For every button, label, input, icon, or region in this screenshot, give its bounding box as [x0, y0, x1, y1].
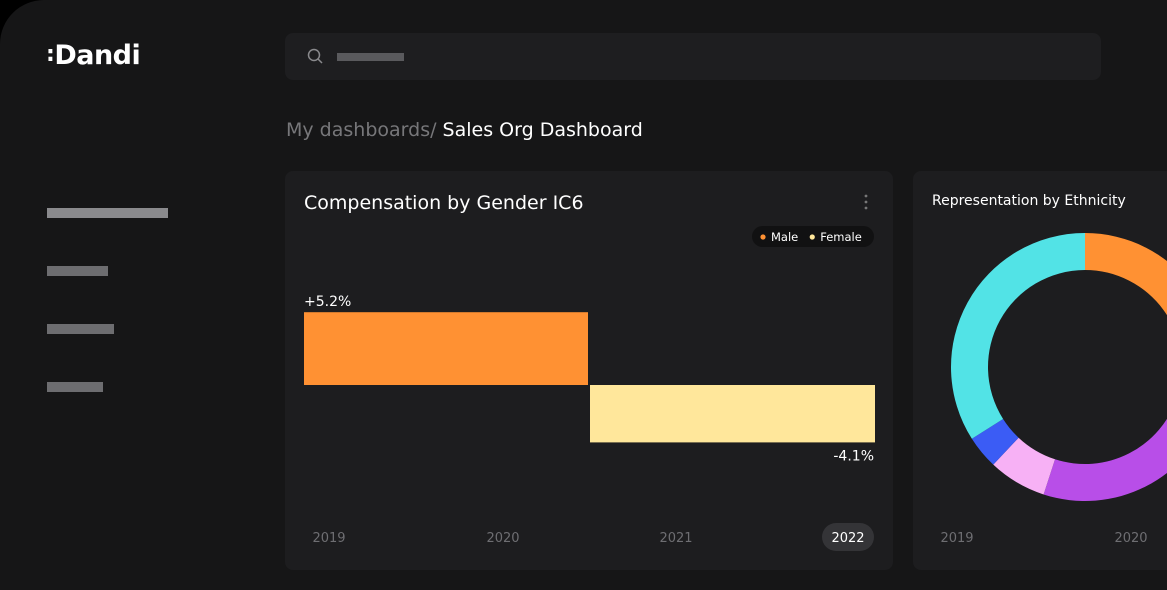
- card: Representation by Ethnicity 2019 2020: [913, 171, 1167, 570]
- nav-item[interactable]: [47, 208, 168, 218]
- donut-chart: 2019 2020: [940, 233, 1167, 546]
- bar: [304, 312, 588, 385]
- year-label[interactable]: 2019: [940, 531, 973, 546]
- legend-dot: [809, 234, 815, 240]
- nav-item[interactable]: [47, 324, 114, 334]
- search-box[interactable]: [285, 33, 1101, 80]
- breadcrumb-parent[interactable]: My dashboards/: [286, 119, 437, 141]
- legend-label[interactable]: Male: [771, 230, 798, 244]
- bar-chart: Male Female +5.2% -4.1% 2019 2020 2021 2022: [304, 226, 875, 551]
- year-label[interactable]: 2020: [486, 531, 519, 546]
- year-label[interactable]: 2021: [659, 531, 692, 546]
- card-title: Compensation by Gender IC6: [304, 192, 584, 214]
- breadcrumb: My dashboards/ Sales Org Dashboard: [286, 119, 643, 141]
- year-pill[interactable]: [822, 523, 874, 551]
- donut-segment: [951, 233, 1085, 439]
- logo-text: Dandi: [54, 40, 141, 71]
- donut-segment: [1043, 418, 1167, 501]
- nav-item[interactable]: [47, 266, 108, 276]
- logo[interactable]: :Dandi: [46, 40, 141, 71]
- donut-segment: [971, 418, 1019, 465]
- value-label: -4.1%: [833, 448, 874, 464]
- nav-item[interactable]: [47, 382, 103, 392]
- bar: [590, 385, 875, 443]
- search-placeholder: [337, 53, 404, 61]
- logo-mark: :: [46, 42, 55, 67]
- donut-segment: [993, 437, 1056, 495]
- breadcrumb-current: Sales Org Dashboard: [442, 119, 643, 141]
- donut-segment: [1085, 233, 1167, 316]
- legend-label[interactable]: Female: [820, 230, 862, 244]
- year-label[interactable]: 2022: [831, 531, 864, 546]
- card: Compensation by Gender IC6 Male Female +5.…: [285, 171, 893, 570]
- search-icon: [307, 48, 323, 64]
- year-label[interactable]: 2020: [1114, 531, 1147, 546]
- menu-button[interactable]: [860, 193, 872, 213]
- value-label: +5.2%: [304, 294, 351, 310]
- legend-dot: [760, 234, 766, 240]
- year-label[interactable]: 2019: [312, 531, 345, 546]
- card-title: Representation by Ethnicity: [932, 193, 1126, 209]
